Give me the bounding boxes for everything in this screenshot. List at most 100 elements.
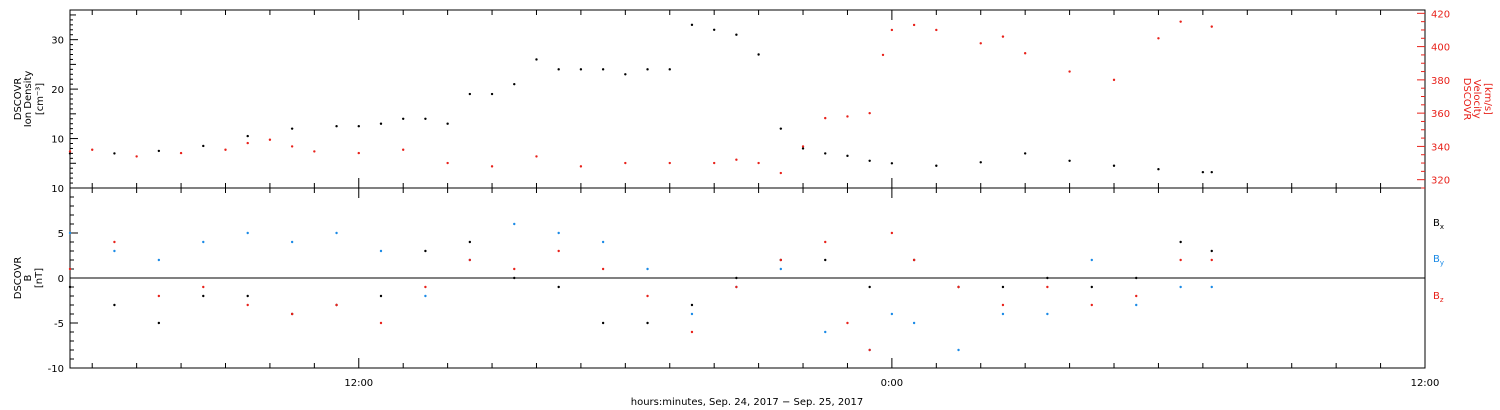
density-point: [1210, 170, 1213, 174]
bx-point: [513, 276, 516, 280]
bz-point: [424, 285, 427, 289]
bz-point: [779, 258, 783, 262]
by-point: [379, 249, 383, 253]
bx-point: [646, 321, 649, 325]
data-marks: [68, 20, 1213, 352]
bx-point: [1179, 240, 1182, 244]
bottom-ylabel-line1: DSCOVR: [13, 257, 24, 300]
by-point: [779, 267, 783, 271]
bx-point: [246, 294, 249, 298]
velocity-point: [846, 115, 849, 118]
velocity-point: [1112, 78, 1116, 82]
by-point: [690, 312, 694, 316]
by-point: [1090, 258, 1094, 262]
velocity-point: [490, 165, 494, 168]
density-point: [1112, 164, 1116, 167]
velocity-point: [1210, 25, 1213, 28]
y-tick-label: 10: [51, 184, 64, 195]
density-point: [1068, 159, 1071, 163]
by-point: [202, 240, 205, 244]
bz-point: [68, 267, 72, 271]
bz-point: [690, 330, 694, 334]
density-point: [646, 68, 649, 71]
y-tick-label: 5: [58, 229, 64, 240]
top-ylabel-line3: [cm⁻³]: [35, 83, 46, 115]
density-point: [246, 134, 249, 138]
velocity-point: [779, 171, 783, 175]
velocity-point: [624, 161, 627, 165]
bx-point: [202, 294, 205, 298]
bz-series: [68, 231, 1213, 352]
y-tick-label: 10: [51, 135, 64, 146]
velocity-point: [1001, 35, 1005, 38]
density-point: [446, 122, 449, 125]
bx-point: [1001, 285, 1005, 289]
by-point: [557, 231, 560, 235]
velocity-point: [912, 23, 916, 27]
tick-labels: 10 20 30 320 340 360 380 400 420 -10 -5 0 5 10 12:00 0:…: [48, 9, 1450, 389]
bx-point: [68, 285, 72, 289]
velocity-point: [179, 151, 183, 155]
velocity-point: [357, 151, 360, 155]
by-point: [824, 330, 827, 334]
by-point: [912, 321, 916, 325]
bx-point: [735, 276, 738, 280]
top-y2label-line1: DSCOVR: [1461, 78, 1472, 121]
density-point: [801, 147, 805, 150]
top-y2label-line3: [km/s]: [1482, 83, 1493, 115]
density-point: [401, 117, 405, 120]
by-point: [246, 231, 249, 235]
bz-point: [912, 258, 916, 262]
bx-series: [68, 240, 1213, 325]
bx-point: [424, 249, 427, 253]
velocity-point: [268, 138, 272, 141]
by-point: [1179, 285, 1182, 289]
bz-point: [202, 285, 205, 289]
bz-point: [735, 285, 738, 289]
y2-tick-label: 400: [1431, 43, 1450, 54]
bx-point: [824, 258, 827, 262]
velocity-point: [890, 28, 894, 32]
density-point: [513, 82, 516, 86]
density-point: [624, 73, 627, 76]
density-point: [424, 117, 427, 120]
bz-point: [379, 321, 383, 325]
by-point: [113, 249, 116, 253]
by-point: [646, 267, 649, 271]
bx-point: [1135, 276, 1138, 280]
bz-point: [646, 294, 649, 298]
top-ylabel-line1: DSCOVR: [13, 78, 24, 121]
by-point: [424, 294, 427, 298]
density-point: [979, 161, 982, 164]
velocity-point: [68, 150, 72, 153]
by-point: [68, 231, 72, 235]
bz-point: [1210, 258, 1213, 262]
density-point: [579, 68, 583, 71]
velocity-point: [579, 165, 583, 168]
velocity-point: [91, 148, 94, 151]
bottom-ylabel-line3: [nT]: [34, 268, 45, 288]
y2-tick-label: 360: [1431, 109, 1450, 120]
by-series: [68, 222, 1213, 352]
density-point: [601, 68, 605, 71]
bx-point: [1090, 285, 1094, 289]
velocity-point: [935, 28, 938, 32]
bx-point: [379, 294, 383, 298]
density-point: [157, 149, 161, 153]
density-point: [68, 152, 72, 155]
top-panel-frame: [69, 9, 1426, 189]
density-point: [890, 162, 894, 165]
density-point: [1201, 170, 1205, 174]
bz-point: [1001, 303, 1005, 307]
y-tick-label: -10: [48, 364, 64, 375]
density-point: [868, 159, 871, 163]
density-point: [712, 28, 716, 31]
density-series: [68, 23, 1213, 174]
velocity-point: [668, 161, 671, 165]
velocity-point: [1068, 70, 1071, 73]
top-ylabel-line2: Ion Density: [23, 71, 34, 128]
density-point: [379, 122, 383, 125]
density-point: [202, 144, 205, 148]
by-point: [1046, 312, 1049, 316]
